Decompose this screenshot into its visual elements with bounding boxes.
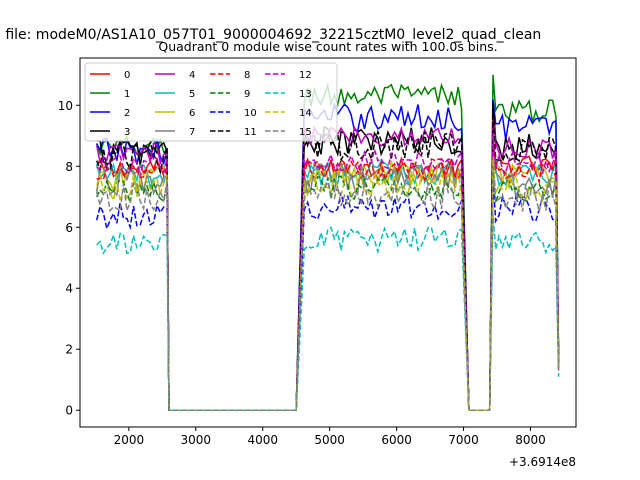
legend-label-0: 0 <box>124 70 130 81</box>
x-tick-label: 4000 <box>247 433 278 447</box>
figure-suptitle: n file: modeM0/AS1A10_057T01_9000004692_… <box>0 27 541 43</box>
series-layer <box>95 74 560 411</box>
legend-label-6: 6 <box>189 108 195 119</box>
x-tick-label: 6000 <box>381 433 412 447</box>
legend-label-9: 9 <box>244 89 250 100</box>
series-line-12 <box>96 132 560 411</box>
legend-label-11: 11 <box>244 127 257 138</box>
y-tick-label: 0 <box>65 404 73 418</box>
legend-label-13: 13 <box>299 89 312 100</box>
series-line-3 <box>96 102 560 411</box>
series-line-7 <box>95 153 560 411</box>
legend-label-4: 4 <box>189 70 195 81</box>
x-axis: 2000 3000 4000 5000 6000 7000 8000 <box>114 427 546 447</box>
legend-label-7: 7 <box>189 127 195 138</box>
series-line-9 <box>96 157 560 411</box>
legend-label-14: 14 <box>299 108 312 119</box>
legend-label-5: 5 <box>189 89 195 100</box>
legend-label-3: 3 <box>124 127 130 138</box>
legend-label-12: 12 <box>299 70 312 81</box>
legend-label-15: 15 <box>299 127 312 138</box>
y-tick-label: 2 <box>65 343 73 357</box>
y-tick-label: 4 <box>65 282 73 296</box>
legend-box <box>84 62 338 142</box>
series-line-10 <box>95 178 560 411</box>
series-line-15 <box>95 166 560 411</box>
y-tick-label: 10 <box>58 99 73 113</box>
x-tick-label: 2000 <box>114 433 145 447</box>
series-line-8 <box>96 141 560 411</box>
series-line-4 <box>95 114 560 411</box>
x-tick-label: 3000 <box>181 433 212 447</box>
series-line-0 <box>96 138 560 411</box>
y-tick-label: 8 <box>65 160 73 174</box>
legend-label-8: 8 <box>244 70 250 81</box>
series-line-14 <box>95 157 560 411</box>
series-line-2 <box>96 99 560 411</box>
x-tick-label: 5000 <box>314 433 345 447</box>
series-line-13 <box>96 215 560 411</box>
chart-title: Quadrant 0 module wise count rates with … <box>158 39 497 54</box>
x-offset-label: +3.6914e8 <box>509 455 576 469</box>
y-tick-label: 6 <box>65 221 73 235</box>
x-tick-label: 8000 <box>515 433 546 447</box>
x-tick-label: 7000 <box>448 433 479 447</box>
legend-label-10: 10 <box>244 108 257 119</box>
y-axis: 0 2 4 6 8 10 <box>58 99 80 418</box>
plot-frame <box>79 57 577 428</box>
series-line-11 <box>96 108 560 411</box>
legend-label-1: 1 <box>124 89 130 100</box>
legend-label-2: 2 <box>124 108 130 119</box>
